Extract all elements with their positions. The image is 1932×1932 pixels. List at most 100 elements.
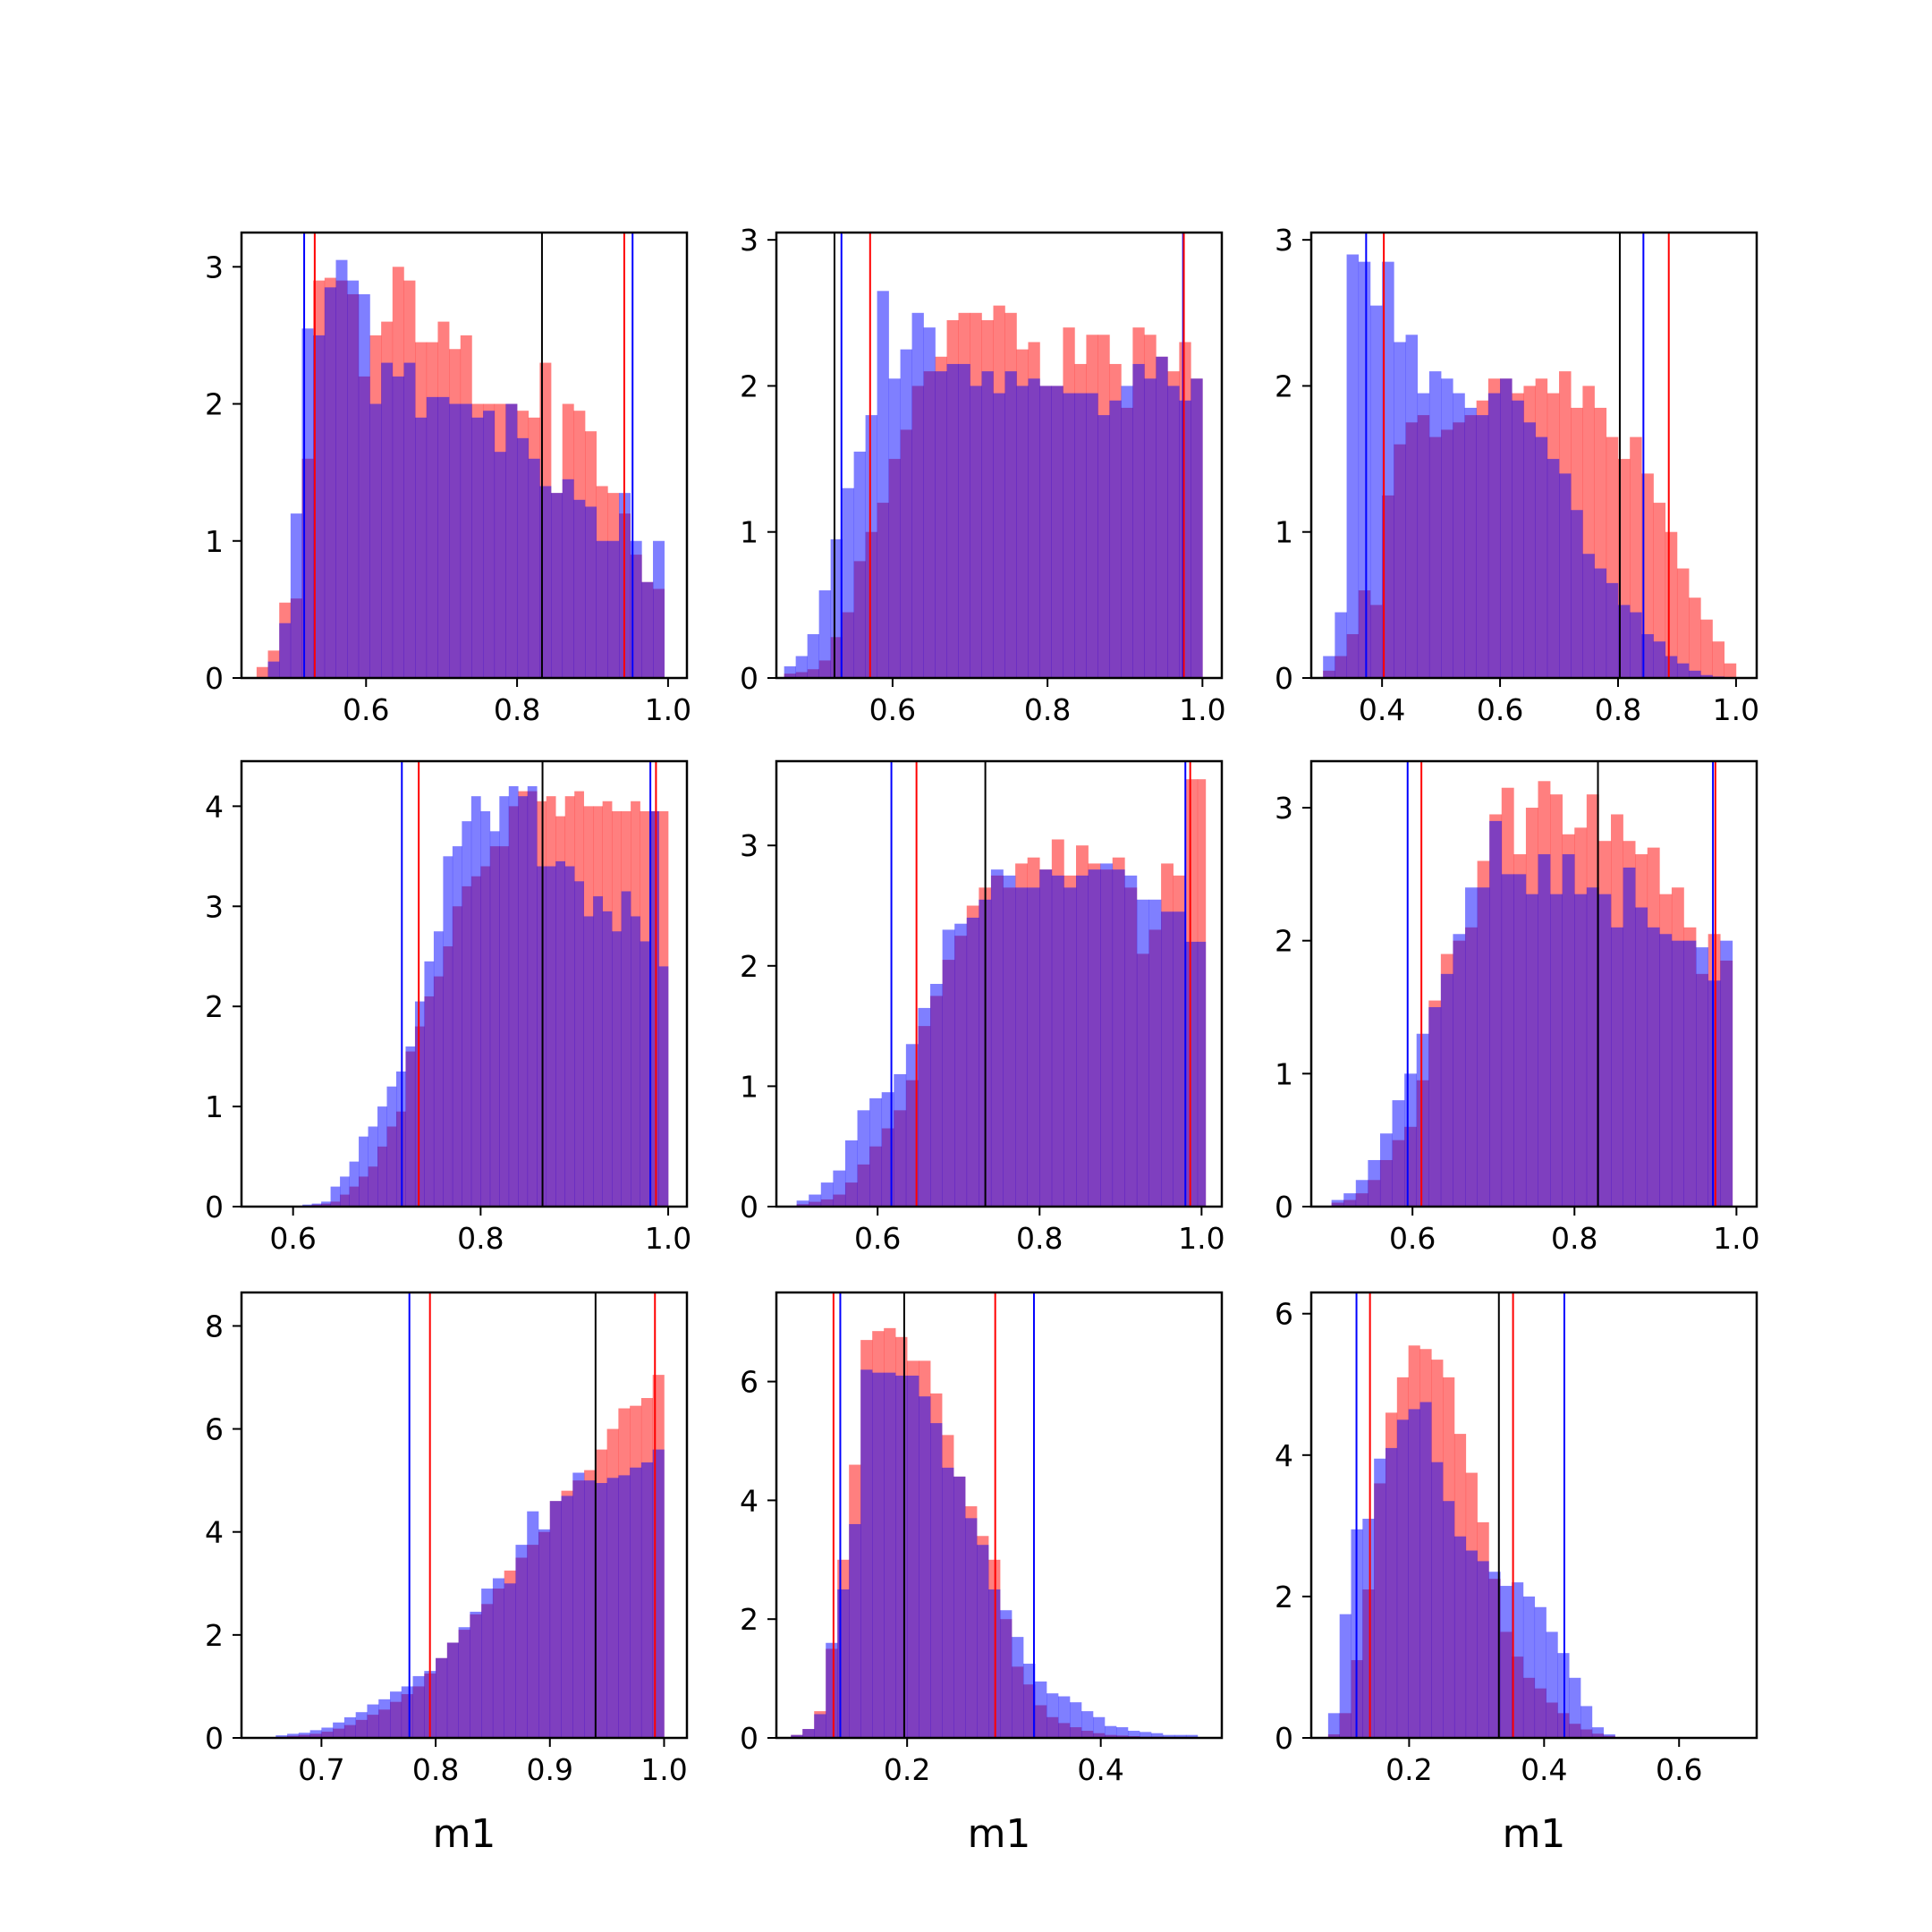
blue-bar [658, 966, 669, 1207]
blue-bar [1323, 656, 1335, 678]
blue-bar [930, 1423, 943, 1738]
red-bar [256, 666, 268, 678]
y-tick-label: 3 [740, 223, 758, 258]
x-tick-label: 1.0 [645, 692, 691, 727]
axes-frame [240, 759, 689, 1208]
y-tick-label: 6 [740, 1365, 758, 1400]
blue-bar [1063, 393, 1075, 678]
blue-bar [1465, 1550, 1478, 1738]
plot-area [302, 761, 669, 1207]
blue-bar [335, 259, 348, 678]
blue-bar [1070, 1702, 1082, 1738]
blue-bar [1076, 875, 1089, 1207]
blue-bar [795, 656, 808, 678]
blue-bar [1097, 415, 1110, 678]
y-tick-label: 0 [1275, 1721, 1293, 1756]
axes-frame [1309, 1291, 1758, 1740]
y-tick-label: 0 [740, 1721, 758, 1756]
blue-bar [321, 1201, 331, 1207]
blue-bar [919, 1396, 931, 1738]
blue-bar [381, 362, 394, 678]
y-tick-label: 2 [1275, 1580, 1293, 1614]
blue-bar [1046, 1693, 1059, 1738]
blue-bar [343, 1716, 356, 1738]
blue-bar [517, 437, 530, 678]
x-axis-label: m1 [433, 1811, 496, 1857]
blue-bar [549, 1501, 562, 1738]
axes-frame [1309, 759, 1758, 1208]
red-bar [1724, 663, 1737, 678]
blue-bar [877, 291, 889, 678]
blue-bar [313, 335, 326, 678]
blue-bar [1617, 605, 1631, 678]
blue-bar [1174, 1734, 1187, 1738]
blue-bar [489, 831, 500, 1207]
blue-bar [367, 1704, 379, 1738]
blue-bar [492, 1578, 504, 1738]
blue-bar [1689, 670, 1701, 678]
red-bar [1700, 619, 1713, 678]
blue-bar [946, 363, 959, 678]
y-tick-label: 2 [205, 989, 224, 1024]
blue-bar [1162, 1734, 1175, 1738]
blue-bar [1136, 899, 1149, 1207]
blue-bar [572, 1472, 585, 1738]
blue-bar [1051, 386, 1063, 678]
x-tick-label: 0.8 [494, 692, 540, 727]
blue-bar [1362, 1518, 1375, 1738]
blue-bar [573, 499, 586, 678]
blue-bar [1392, 1100, 1405, 1207]
blue-bar [837, 1589, 850, 1738]
subplot-2: 0.6 0.8 1.0 0 1 2 3 [740, 223, 1226, 727]
blue-bar [830, 538, 843, 678]
subplot-4: 0.6 0.8 1.0 0 1 2 3 4 [205, 759, 691, 1256]
blue-bar [275, 1735, 288, 1738]
blue-bar [1081, 1711, 1094, 1738]
y-tick-label: 8 [205, 1309, 224, 1343]
blue-bar [1105, 1725, 1117, 1738]
blue-bar [1132, 363, 1145, 678]
blue-bar [923, 327, 936, 678]
blue-bar [1394, 342, 1406, 678]
blue-bar [593, 896, 603, 1207]
blue-bar [942, 929, 955, 1207]
blue-bar [527, 785, 538, 1207]
plot-area [1331, 761, 1733, 1207]
blue-bar [1039, 869, 1053, 1207]
blue-bar [1339, 1614, 1352, 1738]
blue-bar [1074, 393, 1087, 678]
x-tick-label: 0.8 [1595, 692, 1641, 727]
blue-bar [483, 411, 496, 678]
x-tick-label: 1.0 [645, 1221, 691, 1256]
y-tick-label: 3 [1275, 223, 1293, 258]
blue-bar [1476, 415, 1489, 678]
blue-bar [649, 810, 659, 1207]
blue-bar [1500, 1586, 1513, 1738]
y-tick-label: 3 [1275, 791, 1293, 826]
blue-bar [818, 590, 831, 678]
blue-bar [1477, 887, 1490, 1207]
blue-histogram [1327, 1402, 1615, 1738]
blue-bar [564, 866, 575, 1207]
blue-bar [298, 1733, 310, 1738]
x-tick-label: 0.6 [269, 1221, 316, 1256]
plot-area [256, 233, 665, 678]
blue-bar [640, 1462, 653, 1738]
blue-bar [436, 1657, 448, 1738]
blue-bar [981, 371, 994, 678]
blue-bar [990, 869, 1004, 1207]
blue-bar [1707, 980, 1721, 1207]
blue-bar [1453, 1536, 1467, 1738]
y-tick-label: 0 [205, 1721, 224, 1756]
blue-bar [355, 1712, 368, 1738]
y-tick-label: 2 [205, 387, 224, 422]
blue-bar [1676, 663, 1690, 678]
blue-bar [1404, 1073, 1418, 1207]
blue-bar [869, 1097, 883, 1207]
blue-bar [412, 1675, 425, 1738]
blue-bar [953, 1476, 966, 1738]
blue-bar [796, 1200, 809, 1207]
blue-bar [1004, 371, 1017, 678]
blue-bar [1379, 1133, 1393, 1207]
blue-bar [1594, 568, 1607, 678]
